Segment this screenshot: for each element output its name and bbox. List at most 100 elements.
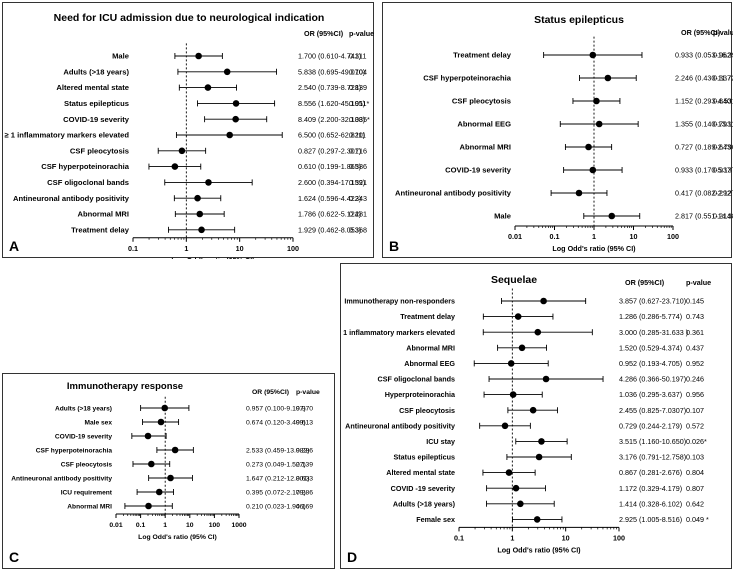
or-value: 8.409 (2.200-32.138) (298, 115, 365, 124)
row-label: Antineuronal antibody positivity (345, 421, 455, 430)
row-label: Adults (>18 years) (55, 406, 112, 413)
point-estimate (157, 418, 165, 426)
point-estimate (226, 131, 233, 139)
row-label: Treatment delay (400, 312, 455, 321)
x-tick-label: 10 (562, 533, 570, 542)
p-value: 0.107 (686, 406, 704, 415)
point-estimate (529, 406, 537, 414)
p-value: 0.840 (713, 97, 731, 106)
p-value: 0.793 (713, 120, 731, 129)
or-value: 3.000 (0.285-31.633 ) (619, 328, 688, 337)
x-tick-label: 1 (510, 533, 514, 542)
row-label: COVID-19 severity (445, 166, 512, 175)
row-label: Abnormal MRI (78, 210, 129, 219)
p-value-column-header: p-value (349, 29, 374, 38)
point-estimate (144, 432, 152, 440)
point-estimate (507, 360, 515, 367)
p-value: 0.716 (349, 146, 367, 155)
p-value: 0.286 (296, 448, 313, 455)
x-axis-label: Log Odd's ratio (95% CI) (552, 244, 636, 253)
p-value: 0.743 (686, 312, 704, 321)
point-estimate (204, 84, 212, 91)
p-value: 0.321 (349, 178, 367, 187)
point-estimate (585, 143, 592, 151)
row-label: Antineuronal antibody positivity (13, 194, 130, 203)
panel-b: Status epilepticus OR (95%CI)p-value Treat… (382, 2, 733, 258)
p-value: 0.049 * (686, 515, 709, 524)
p-value: 0.011* (349, 99, 369, 108)
p-value: 0.952 (686, 359, 704, 368)
row-label: Male sex (85, 420, 113, 427)
point-estimate (518, 344, 526, 352)
row-label: Hyperproteinorachia (385, 390, 456, 399)
panel-d: Sequelae OR (95%CI) p-value Immunotherapy n… (340, 263, 732, 569)
or-value: 2.533 (0.459-13.982) (246, 448, 310, 455)
p-value: 0.937 (713, 166, 731, 175)
point-estimate (535, 453, 543, 461)
x-axis-label: Log Odd's ratio (95% CI) (138, 534, 217, 541)
or-value: 1.647 (0.212-12.801) (246, 476, 310, 483)
x-tick-label: 1 (163, 522, 167, 529)
row-label: Altered mental state (386, 468, 455, 477)
row-label: CSF hyperpoteinorachia (36, 448, 113, 455)
x-tick-label: 1 (592, 232, 596, 241)
row-label: Antineuronal antibody positivity (11, 476, 112, 483)
row-label: Abnormal MRI (460, 143, 511, 152)
or-value: 2.925 (1.005-8.516) (619, 515, 682, 524)
point-estimate (542, 375, 550, 383)
p-value: 0.026* (686, 437, 707, 446)
or-column-header: OR (95%CI) (304, 29, 344, 38)
or-value: 1.786 (0.622-5.124) (298, 210, 361, 219)
p-value: 0.956 (686, 390, 704, 399)
p-value: 0.361 (686, 328, 704, 337)
p-value: 0.572 (686, 421, 704, 430)
or-value: 6.500 (0.652-62.820) (298, 131, 365, 140)
row-label: CSF pleocytosis (61, 462, 113, 469)
row-label: Treatment delay (71, 225, 130, 234)
row-label: ICU requirement (61, 490, 113, 497)
or-value: 1.172 (0.329-4.179) (619, 484, 682, 493)
or-value: 1.520 (0.529-4.374) (619, 343, 682, 352)
p-value: 0.145 (686, 297, 704, 306)
row-label: Altered mental state (56, 83, 129, 92)
panel-letter: C (9, 549, 19, 565)
or-column-header: OR (95%CI) (252, 389, 289, 396)
p-value: 0.281 (349, 210, 367, 219)
x-tick-label: 10 (236, 244, 244, 253)
point-estimate (501, 422, 509, 430)
row-label: ≥ 1 inflammatory markers elevated (5, 131, 130, 140)
row-label: CSF hyperpoteinorachia (41, 162, 130, 171)
row-label: COVID-19 severity (55, 434, 113, 441)
p-value: 0.386 (349, 162, 367, 171)
chart-title: Sequelae (491, 274, 537, 286)
or-value: 0.674 (0.120-3.499) (246, 420, 306, 427)
row-label: Treatment delay (453, 51, 512, 60)
row-label: Male (494, 212, 511, 221)
x-tick-label: 0.1 (550, 232, 560, 241)
x-tick-label: 1 (184, 244, 188, 253)
p-value: 0.035* (349, 115, 370, 124)
panel-letter: A (9, 238, 19, 254)
or-value: 1.929 (0.462-8.053) (298, 225, 361, 234)
point-estimate (534, 328, 542, 336)
or-value: 2.600 (0.394-17.159) (298, 178, 365, 187)
p-value: 0.970 (296, 406, 313, 413)
row-label: Abnormal EEG (404, 359, 455, 368)
or-value: 8.556 (1.620-45.195) (298, 99, 365, 108)
point-estimate (509, 391, 517, 398)
chart-title: Status epilepticus (534, 14, 624, 26)
row-label: Adults (>18 years) (63, 67, 129, 76)
or-value: 3.857 (0.627-23.710) (619, 297, 686, 306)
chart-title: Immunotherapy response (67, 381, 183, 392)
p-value: 0.633 (296, 476, 313, 483)
point-estimate (505, 469, 513, 476)
row-label: Immunotherapy non-responders (344, 297, 455, 306)
point-estimate (595, 120, 603, 128)
p-value: 0.337 (713, 74, 731, 83)
or-value: 1.624 (0.596-4.422) (298, 194, 361, 203)
p-value: 0.804 (686, 468, 704, 477)
x-tick-label: 0.01 (508, 232, 522, 241)
panel-letter: B (389, 238, 399, 254)
chart-title: Need for ICU admission due to neurologic… (54, 12, 325, 24)
or-value: 0.827 (0.297-2.301) (298, 146, 361, 155)
